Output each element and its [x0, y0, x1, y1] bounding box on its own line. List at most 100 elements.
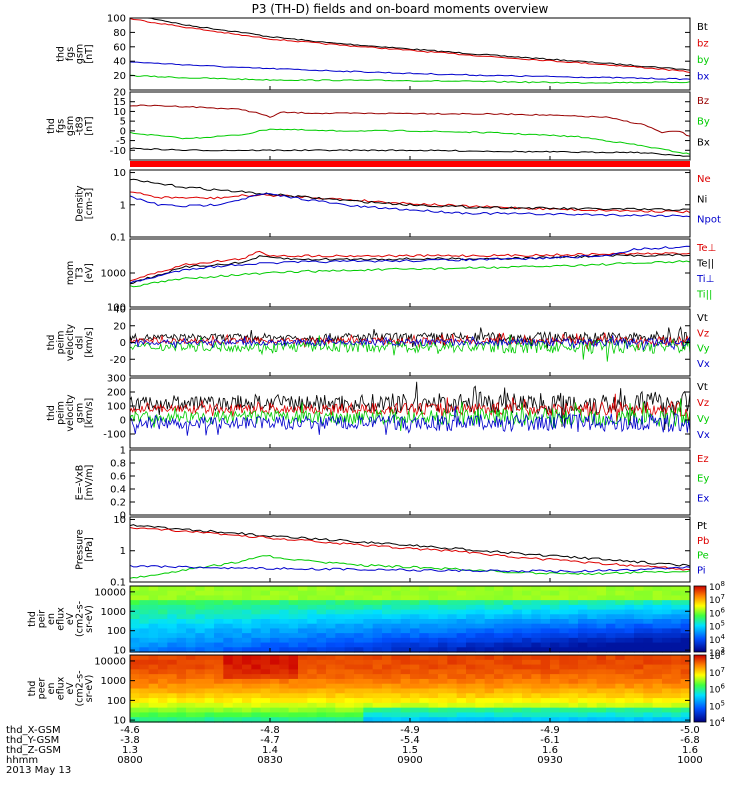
spectrogram-cell — [204, 678, 215, 685]
spectrogram-cell — [662, 609, 672, 615]
spectrogram-cell — [466, 674, 476, 680]
spectrogram-cell — [550, 633, 560, 639]
spectrogram-cell — [606, 590, 616, 597]
spectrogram-cell — [391, 674, 402, 680]
legend-label: bz — [697, 39, 709, 50]
spectrogram-cell — [363, 678, 374, 685]
spectrogram-cell — [298, 590, 308, 597]
spectrogram-cell — [522, 614, 532, 620]
spectrogram-cell — [391, 698, 402, 704]
spectrogram-cell — [148, 633, 159, 639]
y-axis-label: dsl — [75, 336, 86, 350]
spectrogram-cell — [223, 683, 234, 690]
spectrogram-cell — [596, 683, 607, 690]
spectrogram-cell — [494, 664, 504, 670]
spectrogram-cell — [512, 609, 523, 615]
spectrogram-cell — [307, 586, 318, 592]
spectrogram-cell — [587, 642, 598, 648]
spectrogram-cell — [587, 698, 598, 704]
spectrogram-cell — [466, 628, 476, 634]
spectrogram-cell — [344, 664, 355, 670]
spectrogram-cell — [260, 664, 271, 670]
spectrogram-cell — [652, 712, 663, 718]
spectrogram-cell — [307, 628, 318, 634]
spectrogram-cell — [158, 604, 168, 611]
spectrogram-cell — [596, 623, 607, 630]
spectrogram-cell — [606, 642, 616, 648]
spectrogram-cell — [550, 609, 560, 615]
series-line — [130, 17, 691, 71]
spectrogram-cell — [288, 619, 299, 625]
spectrogram-cell — [643, 669, 654, 675]
spectrogram-cell — [419, 623, 430, 630]
spectrogram-cell — [615, 707, 626, 714]
spectrogram-cell — [344, 669, 355, 675]
y-tick-label: 10 — [113, 646, 126, 657]
spectrogram-cell — [186, 623, 196, 630]
spectrogram-cell — [363, 702, 374, 709]
spectrogram-cell — [391, 586, 402, 592]
spectrogram-cell — [372, 655, 383, 661]
spectrogram-cell — [624, 604, 635, 611]
spectrogram-cell — [316, 633, 327, 639]
spectrogram-cell — [335, 628, 346, 634]
spectrogram-cell — [148, 693, 159, 699]
spectrogram-cell — [260, 590, 271, 597]
spectrogram-cell — [615, 600, 626, 606]
spectrogram-cell — [382, 609, 392, 615]
spectrogram-cell — [456, 659, 467, 666]
spectrogram-cell — [428, 586, 439, 592]
spectrogram-cell — [494, 693, 504, 699]
spectrogram-cell — [139, 693, 150, 699]
spectrogram-cell — [643, 637, 654, 644]
spectrogram-cell — [438, 655, 448, 661]
spectrogram-cell — [363, 637, 374, 644]
spectrogram-cell — [382, 688, 392, 694]
spectrogram-cell — [587, 590, 598, 597]
spectrogram-cell — [531, 664, 542, 670]
spectrogram-cell — [316, 717, 327, 723]
spectrogram-cell — [139, 614, 150, 620]
spectrogram-cell — [522, 647, 532, 653]
spectrogram-cell — [288, 717, 299, 723]
spectrogram-cell — [223, 678, 234, 685]
y-tick-label: 0 — [120, 416, 126, 427]
spectrogram-cell — [587, 674, 598, 680]
spectrogram-cell — [559, 586, 570, 592]
spectrogram-cell — [540, 619, 551, 625]
y-tick-label: 20 — [113, 321, 126, 332]
spectrogram-cell — [410, 683, 420, 690]
spectrogram-cell — [223, 647, 234, 653]
spectrogram-cell — [363, 586, 374, 592]
spectrogram-cell — [652, 642, 663, 648]
spectrogram-cell — [643, 664, 654, 670]
spectrogram-cell — [186, 669, 196, 675]
spectrogram-cell — [438, 698, 448, 704]
spectrogram-cell — [447, 664, 458, 670]
spectrogram-cell — [298, 669, 308, 675]
spectrogram-cell — [195, 619, 206, 625]
spectrogram-cell — [624, 712, 635, 718]
spectrogram-cell — [148, 647, 159, 653]
spectrogram-cell — [223, 702, 234, 709]
spectrogram-cell — [428, 642, 439, 648]
spectrogram-cell — [167, 664, 178, 670]
legend-label: Bz — [697, 96, 709, 107]
spectrogram-cell — [596, 712, 607, 718]
spectrogram-cell — [382, 633, 392, 639]
spectrogram-cell — [447, 647, 458, 653]
spectrogram-cell — [391, 678, 402, 685]
colorbar — [693, 654, 707, 723]
y-tick-label: 10000 — [94, 656, 126, 667]
spectrogram-cell — [634, 674, 644, 680]
spectrogram-cell — [316, 693, 327, 699]
spectrogram-cell — [606, 604, 616, 611]
spectrogram-cell — [372, 664, 383, 670]
spectrogram-cell — [176, 717, 187, 723]
spectrogram-cell — [167, 698, 178, 704]
spectrogram-cell — [186, 595, 196, 601]
spectrogram-cell — [559, 619, 570, 625]
spectrogram-cell — [316, 669, 327, 675]
colorbar-tick-label: 105 — [709, 620, 725, 633]
spectrogram-cell — [466, 712, 476, 718]
